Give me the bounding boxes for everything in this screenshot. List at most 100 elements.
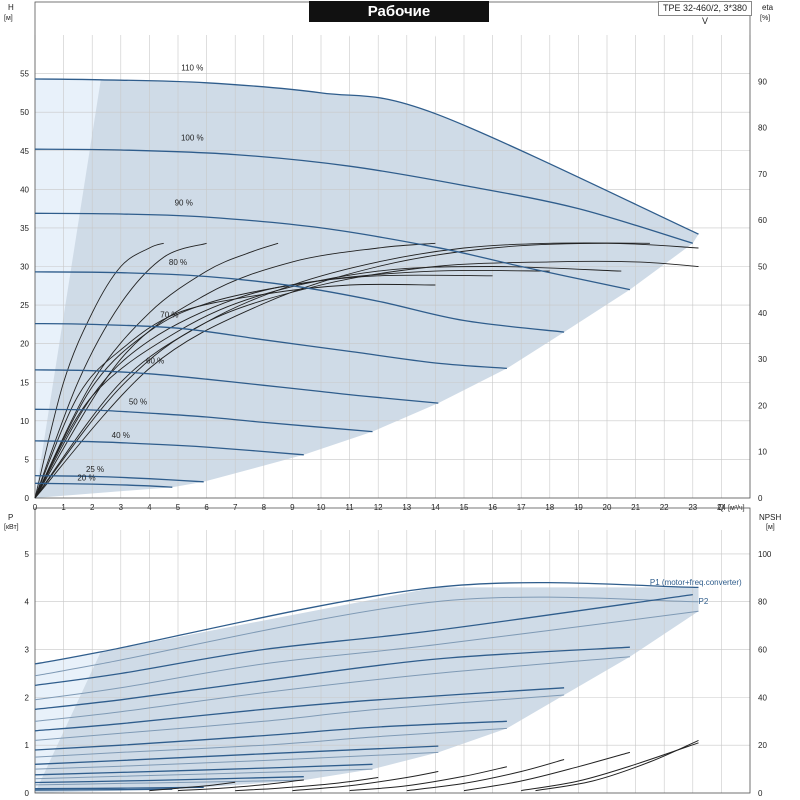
p2-curve: [34, 768, 373, 780]
p1-curve: [34, 776, 304, 784]
x-tick-label: 7: [233, 503, 238, 512]
speed-curve: [34, 271, 565, 333]
p-tick-label: 0: [25, 789, 30, 798]
p-tick-label: 2: [25, 693, 30, 702]
x-tick-label: 2: [90, 503, 95, 512]
speed-curve: [34, 148, 693, 244]
y2-tick-label: 40: [758, 309, 767, 318]
npsh-curve: [149, 781, 236, 792]
y2-tick-label: 90: [758, 77, 767, 86]
x-tick-label: 13: [402, 503, 411, 512]
x-tick-label: 6: [204, 503, 209, 512]
speed-curve-label: 90 %: [175, 199, 193, 208]
speed-curve: [34, 212, 631, 291]
speed-curve-label: 40 %: [112, 431, 130, 440]
p2-curve: [34, 656, 630, 722]
npsh-curve: [177, 779, 304, 792]
speed-curve-label: 70 %: [160, 310, 178, 319]
npsh-curve: [463, 751, 631, 792]
x-tick-label: 5: [176, 503, 181, 512]
npsh-curve: [292, 771, 439, 792]
p2-curve: [34, 596, 699, 677]
npsh-curve: [349, 766, 508, 792]
p-tick-label: 4: [25, 598, 30, 607]
x-tick-label: 3: [119, 503, 124, 512]
speed-curve-label: 20 %: [77, 473, 95, 482]
chart-title: Рабочие характеристики: [309, 1, 489, 41]
npsh-tick-label: 40: [758, 693, 767, 702]
x-tick-label: 21: [631, 503, 640, 512]
power-plot-frame: [34, 507, 751, 794]
power-low-flow-zone: [35, 651, 101, 793]
x-tick-label: 16: [488, 503, 497, 512]
p-tick-label: 3: [25, 646, 30, 655]
npsh-tick-label: 0: [758, 789, 763, 798]
x-tick-label: 1: [61, 503, 66, 512]
y-tick-label: 20: [20, 340, 29, 349]
speed-curve: [34, 78, 699, 235]
x-tick-label: 11: [345, 503, 354, 512]
y-tick-label: 40: [20, 185, 29, 194]
head-panel: 110 %100 %90 %80 %70 %60 %50 %40 %25 %20…: [4, 1, 774, 512]
y2-tick-label: 50: [758, 263, 767, 272]
y2-axis-unit: [%]: [760, 15, 770, 22]
speed-curve: [34, 482, 173, 488]
x-tick-label: 4: [147, 503, 152, 512]
efficiency-curve: [34, 242, 164, 499]
p1-curve: [34, 763, 373, 776]
y-tick-label: 55: [20, 70, 29, 79]
pump-model-label: TPE 32-460/2, 3*380 V: [658, 1, 752, 26]
p2-curve: [34, 779, 304, 786]
speed-curve: [34, 408, 373, 433]
y-tick-label: 25: [20, 301, 29, 310]
x-tick-label: 17: [517, 503, 526, 512]
x-tick-label: 0: [33, 503, 38, 512]
speed-curve-label: 25 %: [86, 465, 104, 474]
y2-tick-label: 70: [758, 170, 767, 179]
power-curve-label: P2: [699, 597, 709, 606]
x-axis-unit: [м³/ч]: [728, 505, 745, 512]
p-axis-label: P: [8, 513, 13, 522]
x-tick-label: 19: [574, 503, 583, 512]
y-tick-label: 30: [20, 263, 29, 272]
low-flow-zone: [35, 79, 101, 498]
efficiency-curve: [34, 260, 699, 499]
speed-curve-label: 50 %: [129, 398, 147, 407]
p1-curve: [34, 581, 699, 665]
x-tick-label: 23: [688, 503, 697, 512]
speed-curve: [34, 440, 304, 456]
speed-curve-label: 80 %: [169, 258, 187, 267]
x-tick-label: 10: [317, 503, 326, 512]
efficiency-curve: [34, 242, 699, 499]
x-tick-label: 22: [660, 503, 669, 512]
y2-tick-label: 0: [758, 494, 763, 503]
power-range-area: [35, 587, 699, 793]
p1-curve: [34, 745, 439, 765]
speed-curve: [34, 474, 204, 483]
npsh-tick-label: 80: [758, 598, 767, 607]
p2-curve: [34, 727, 507, 758]
y-tick-label: 35: [20, 224, 29, 233]
y-tick-label: 50: [20, 108, 29, 117]
x-tick-label: 15: [460, 503, 469, 512]
y2-tick-label: 20: [758, 401, 767, 410]
npsh-curve: [521, 742, 699, 792]
power-panel: P1 (motor+freq.converter) P2 0 1 2 3 4 5 0 20 40 60…: [4, 507, 781, 798]
y2-tick-label: 80: [758, 124, 767, 133]
p1-curve: [34, 593, 693, 687]
p-tick-label: 5: [25, 550, 30, 559]
npsh-axis-unit: [м]: [766, 524, 775, 531]
npsh-curve: [535, 739, 699, 792]
p1-curve: [34, 646, 630, 710]
p1-curve: [34, 687, 565, 732]
y2-tick-label: 60: [758, 216, 767, 225]
x-tick-label: 9: [290, 503, 295, 512]
efficiency-curve: [34, 283, 436, 499]
y-tick-label: 45: [20, 147, 29, 156]
npsh-axis-label: NPSH: [759, 513, 781, 522]
y2-axis-label: eta: [762, 3, 774, 12]
p2-curve: [34, 694, 565, 741]
npsh-tick-label: 100: [758, 550, 772, 559]
p2-curve: [34, 751, 439, 770]
